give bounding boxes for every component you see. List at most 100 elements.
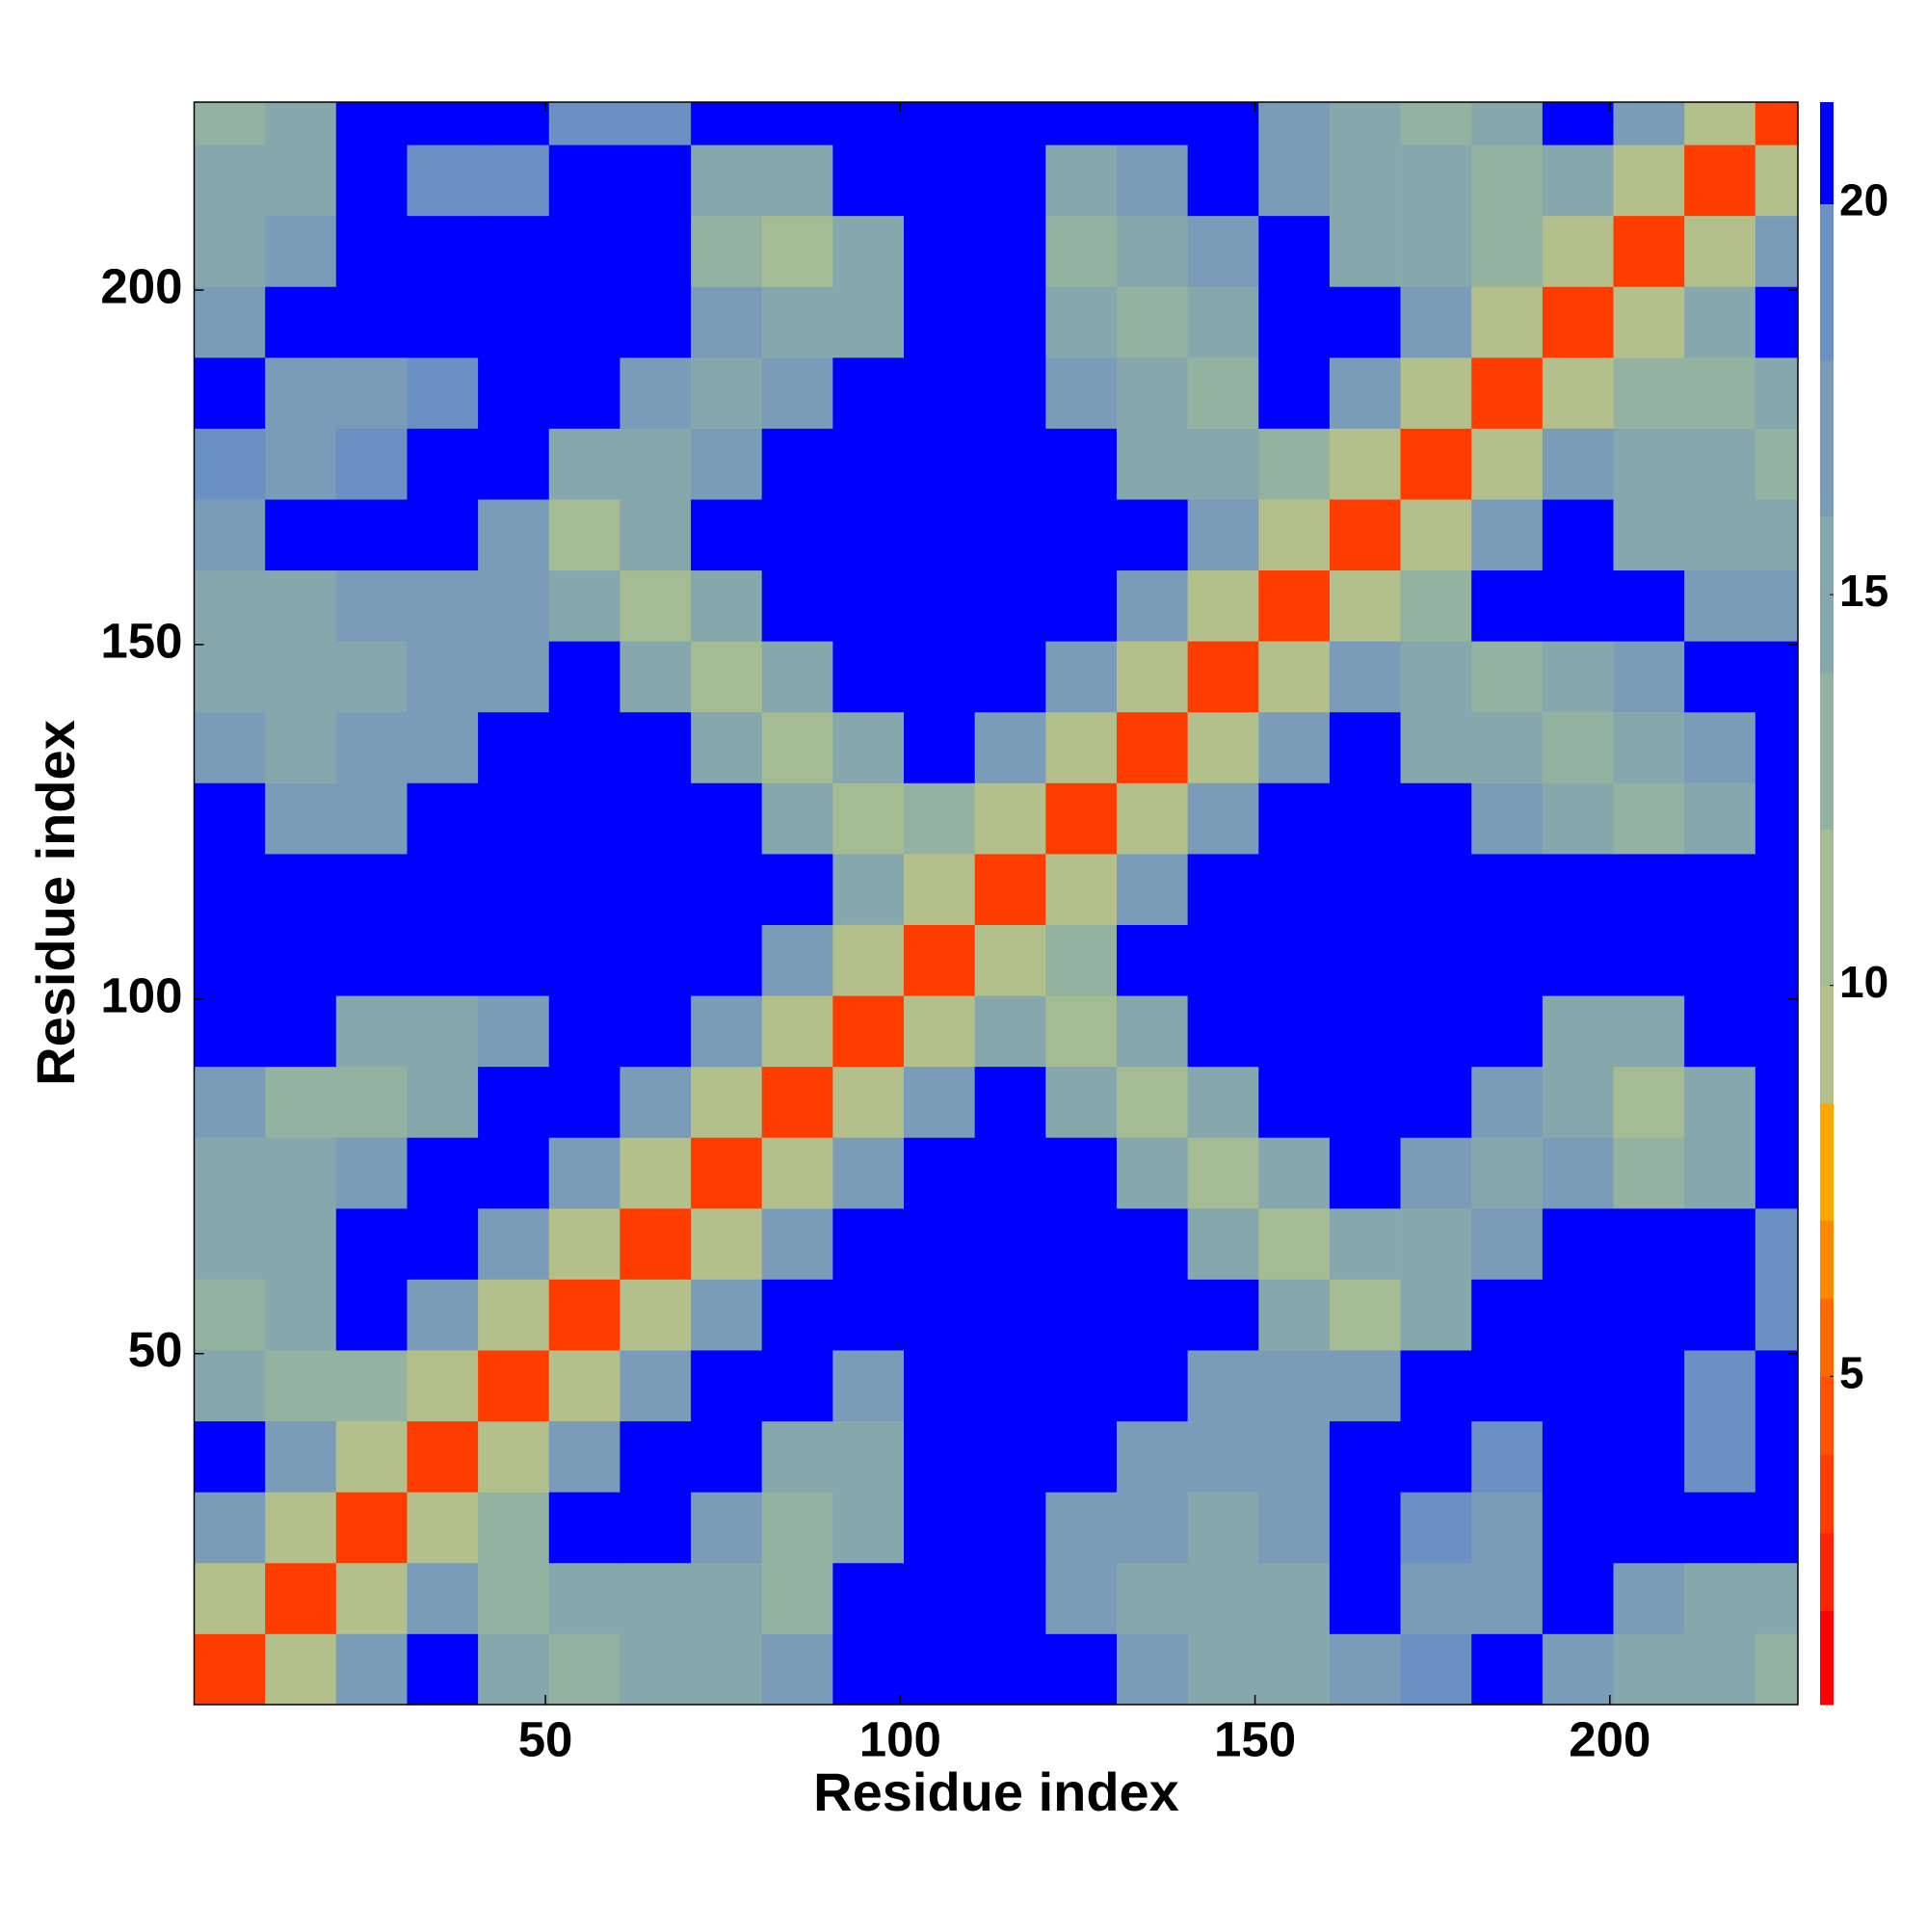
heatmap-cell (1045, 1137, 1118, 1209)
heatmap-cell (691, 1492, 763, 1564)
heatmap-cell (265, 1633, 337, 1706)
heatmap-cell (832, 1137, 905, 1209)
heatmap-cell (1400, 853, 1472, 925)
heatmap-cell (620, 924, 692, 996)
heatmap-cell (761, 286, 833, 358)
heatmap-cell (265, 782, 337, 855)
heatmap-cell (1187, 1137, 1259, 1209)
heatmap-cell (407, 1066, 479, 1138)
heatmap-cell (1400, 102, 1472, 146)
heatmap-cell (1045, 782, 1118, 855)
heatmap-cell (1471, 102, 1544, 146)
heatmap-cell (1116, 286, 1189, 358)
colorbar-segment (1820, 1532, 1834, 1612)
heatmap-cell (265, 1207, 337, 1280)
heatmap-cell (1755, 1420, 1799, 1493)
heatmap-cell (478, 1633, 550, 1706)
x-tick-label: 50 (518, 1711, 573, 1766)
heatmap-cell (620, 428, 692, 500)
heatmap-cell (691, 286, 763, 358)
heatmap-cell (1471, 145, 1544, 217)
heatmap-cell (832, 924, 905, 996)
heatmap-cell (1542, 215, 1614, 287)
heatmap-cell (548, 569, 620, 642)
heatmap-cell (761, 1207, 833, 1280)
heatmap-cell (974, 924, 1046, 996)
heatmap-cell (335, 995, 408, 1068)
heatmap-cell (1187, 711, 1259, 783)
heatmap-cell (335, 1420, 408, 1493)
heatmap-cell (194, 1420, 266, 1493)
heatmap-cell (691, 428, 763, 500)
heatmap-cell (761, 102, 833, 146)
heatmap-cell (1400, 1207, 1472, 1280)
heatmap-cell (904, 428, 976, 500)
heatmap-cell (1755, 853, 1799, 925)
heatmap-cell (335, 428, 408, 500)
heatmap-cell (1116, 1207, 1189, 1280)
colorbar-segment (1820, 1298, 1834, 1377)
heatmap-cell (1613, 499, 1685, 571)
heatmap-cell (478, 924, 550, 996)
heatmap-cell (761, 1492, 833, 1564)
heatmap-cell (1613, 357, 1685, 429)
heatmap-cell (1755, 102, 1799, 146)
heatmap-cell (548, 853, 620, 925)
heatmap-cell (691, 641, 763, 713)
heatmap-cell (1613, 995, 1685, 1068)
heatmap-cell (1258, 428, 1331, 500)
heatmap-cell (1187, 1066, 1259, 1138)
heatmap-cell (1542, 995, 1614, 1068)
heatmap-cell (1329, 1633, 1401, 1706)
heatmap-cell (1471, 853, 1544, 925)
heatmap-cell (1045, 286, 1118, 358)
heatmap-cell (1045, 215, 1118, 287)
heatmap-cell (832, 1420, 905, 1493)
heatmap-cell (1116, 1137, 1189, 1209)
heatmap-cell (335, 286, 408, 358)
heatmap-cell (548, 102, 620, 146)
heatmap-cell (1542, 1562, 1614, 1634)
heatmap-cell (265, 711, 337, 783)
heatmap-cell (1045, 102, 1118, 146)
heatmap-cell (832, 711, 905, 783)
heatmap-cell (904, 357, 976, 429)
heatmap-cell (1542, 1137, 1614, 1209)
heatmap-cell (1329, 1137, 1401, 1209)
heatmap-cell (1116, 711, 1189, 783)
heatmap-cell (407, 1207, 479, 1280)
heatmap-cell (1542, 1420, 1614, 1493)
heatmap-cell (1329, 102, 1401, 146)
heatmap-cell (1471, 641, 1544, 713)
heatmap-cell (548, 145, 620, 217)
heatmap-cell (265, 357, 337, 429)
heatmap-cell (335, 357, 408, 429)
heatmap-cell (1684, 995, 1756, 1068)
heatmap-cell (1471, 924, 1544, 996)
heatmap-cell (194, 782, 266, 855)
heatmap-cell (832, 428, 905, 500)
colorbar-segment (1820, 1376, 1834, 1455)
heatmap-cell (407, 1562, 479, 1634)
heatmap-cell (478, 1420, 550, 1493)
heatmap-cell (1471, 428, 1544, 500)
heatmap-cell (407, 357, 479, 429)
colorbar-tick-label: 5 (1839, 1347, 1864, 1397)
heatmap-cell (1400, 641, 1472, 713)
x-tick-label: 200 (1569, 1711, 1650, 1766)
heatmap-cell (478, 782, 550, 855)
heatmap-cell (1613, 1066, 1685, 1138)
heatmap-cell (691, 1562, 763, 1634)
heatmap-cell (265, 145, 337, 217)
heatmap-cell (974, 145, 1046, 217)
heatmap-cell (1755, 711, 1799, 783)
heatmap-cell (478, 1562, 550, 1634)
heatmap-cell (407, 428, 479, 500)
heatmap-cell (1116, 357, 1189, 429)
heatmap-cell (265, 1279, 337, 1351)
heatmap-cell (407, 499, 479, 571)
heatmap-cell (761, 924, 833, 996)
colorbar-segment (1820, 985, 1834, 1103)
heatmap-cell (1187, 1279, 1259, 1351)
